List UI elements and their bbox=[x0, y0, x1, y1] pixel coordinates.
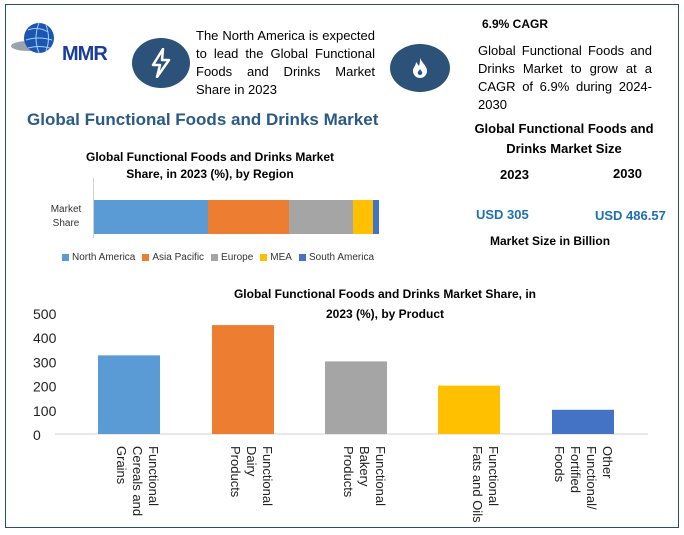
legend-label: North America bbox=[72, 252, 136, 263]
north-america-text: The North America is expected to lead th… bbox=[196, 28, 375, 97]
region-segment-europe bbox=[289, 200, 354, 234]
legend-label: South America bbox=[308, 252, 375, 263]
x-tick-label: Functional/ bbox=[584, 446, 599, 510]
value-2023: USD 305 bbox=[476, 207, 529, 222]
x-tick-label: Fats and Oils bbox=[470, 446, 485, 523]
region-segment-asia-pacific bbox=[208, 200, 290, 234]
y-tick-label: 500 bbox=[33, 306, 57, 322]
x-tick-label: Products bbox=[228, 446, 243, 498]
region-segment-south-america bbox=[373, 200, 379, 234]
main-title: Global Functional Foods and Drinks Marke… bbox=[27, 110, 379, 129]
x-tick-label: Grains bbox=[114, 446, 129, 485]
cagr-title: 6.9% CAGR bbox=[481, 17, 549, 31]
region-segment-north-america bbox=[94, 200, 208, 234]
legend-item: Asia Pacific bbox=[142, 252, 204, 263]
region-axis-line bbox=[93, 178, 94, 238]
x-tick-label: Functional bbox=[486, 446, 501, 506]
legend-label: Europe bbox=[221, 252, 254, 263]
y-tick-label: 100 bbox=[33, 403, 57, 419]
legend-swatch bbox=[142, 254, 150, 261]
region-category-label: Market Share bbox=[50, 204, 82, 229]
product-bar bbox=[552, 409, 614, 434]
product-bar bbox=[438, 385, 500, 434]
legend-label: Asia Pacific bbox=[152, 252, 205, 263]
x-tick-label: Functional bbox=[373, 446, 388, 506]
year-2023: 2023 bbox=[500, 167, 529, 182]
y-tick-label: 300 bbox=[33, 354, 57, 370]
x-tick-label: Fortified bbox=[568, 446, 583, 493]
product-chart-title: Global Functional Foods and Drinks Marke… bbox=[233, 287, 537, 321]
year-2030: 2030 bbox=[613, 166, 642, 181]
globe-icon bbox=[11, 22, 54, 54]
y-tick-label: 0 bbox=[33, 427, 41, 443]
region-stacked-bar bbox=[94, 200, 379, 234]
legend-item: Europe bbox=[211, 252, 253, 263]
market-size-note: Market Size in Billion bbox=[490, 234, 611, 248]
y-tick-label: 400 bbox=[33, 330, 57, 346]
lightning-icon bbox=[132, 38, 190, 88]
logo-text: MMR bbox=[62, 43, 108, 65]
x-tick-label: Dairy bbox=[244, 446, 259, 477]
x-tick-label: Bakery bbox=[357, 446, 372, 487]
x-tick-label: Cereals and bbox=[130, 446, 145, 516]
market-size-title: Global Functional Foods and Drinks Marke… bbox=[474, 121, 654, 156]
x-tick-label: Foods bbox=[552, 446, 567, 483]
flame-icon bbox=[390, 44, 450, 92]
product-bar bbox=[212, 325, 274, 434]
y-tick-label: 200 bbox=[33, 379, 57, 395]
value-2030: USD 486.57 bbox=[595, 208, 666, 223]
region-segment-mea bbox=[353, 200, 374, 234]
legend-label: MEA bbox=[270, 252, 292, 263]
cagr-text: Global Functional Foods and Drinks Marke… bbox=[478, 43, 652, 112]
legend-item: North America bbox=[62, 252, 135, 263]
legend-swatch bbox=[211, 254, 219, 261]
x-tick-label: Products bbox=[341, 446, 356, 498]
region-chart-title: Global Functional Foods and Drinks Marke… bbox=[85, 150, 335, 181]
legend-item: MEA bbox=[260, 252, 292, 263]
product-bar bbox=[98, 355, 160, 434]
x-tick-label: Functional bbox=[146, 446, 161, 506]
region-legend: North America Asia Pacific Europe MEA South … bbox=[62, 248, 381, 266]
legend-item: South America bbox=[298, 252, 375, 263]
legend-swatch bbox=[62, 254, 69, 261]
x-tick-label: Other bbox=[600, 446, 615, 479]
x-tick-label: Functional bbox=[260, 446, 275, 506]
legend-swatch bbox=[260, 254, 268, 261]
infographic-frame bbox=[5, 4, 679, 528]
product-bar bbox=[325, 361, 387, 434]
legend-swatch bbox=[298, 254, 306, 261]
mmr-logo: MMR bbox=[6, 18, 118, 68]
